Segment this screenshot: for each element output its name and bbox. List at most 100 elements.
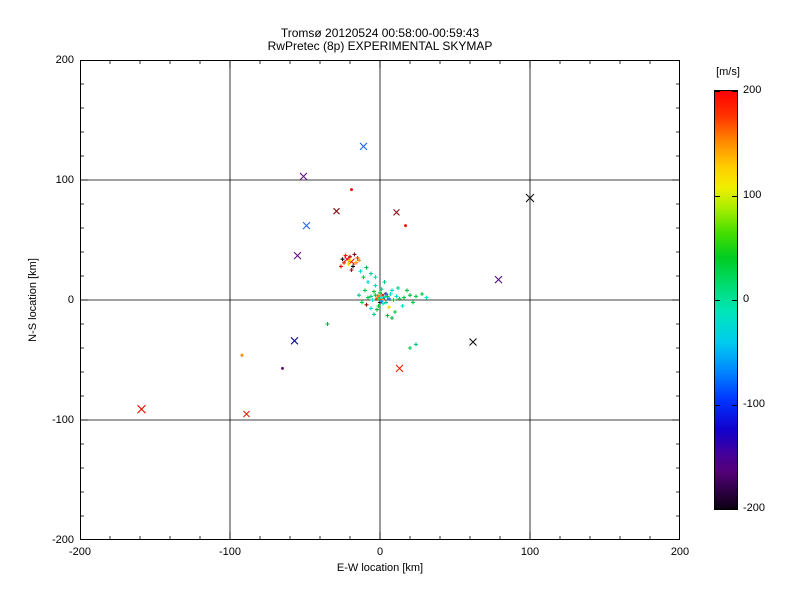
data-point: [387, 305, 391, 310]
plot-title: Tromsø 20120524 00:58:00-00:59:43: [280, 26, 480, 40]
data-point: [388, 292, 393, 296]
data-point: [299, 172, 308, 181]
data-point: [373, 275, 378, 280]
x-tick-label: 100: [520, 546, 540, 558]
data-point: [302, 221, 311, 230]
x-tick-label: -100: [218, 546, 242, 558]
data-point: [370, 298, 375, 302]
data-point: [240, 353, 244, 357]
colorbar-tick: [715, 91, 720, 92]
data-point: [350, 188, 353, 192]
colorbar-tick: [715, 404, 720, 406]
data-point: [357, 258, 361, 263]
y-tick-label: -100: [51, 414, 74, 426]
data-point: [394, 294, 399, 299]
colorbar-tick-label: -100: [743, 397, 766, 410]
colorbar-tick-label: 200: [743, 84, 762, 96]
data-point: [352, 252, 357, 257]
data-point: [373, 283, 378, 288]
data-point: [385, 294, 390, 299]
y-tick-label: 100: [55, 174, 74, 186]
data-point: [360, 300, 364, 305]
data-point: [363, 288, 367, 293]
data-point: [404, 224, 407, 228]
data-point: [395, 364, 404, 373]
data-point: [525, 193, 535, 203]
data-point: [343, 253, 348, 258]
data-point: [243, 410, 250, 418]
data-point: [390, 288, 394, 293]
plot-subtitle: RwPretec (8p) EXPERIMENTAL SKYMAP: [267, 39, 493, 53]
x-tick-labels: -200 -100 0 100 200: [69, 546, 689, 560]
colorbar-tick: [715, 300, 720, 301]
data-point: [137, 404, 146, 414]
data-point: [424, 295, 429, 300]
data-point: [358, 269, 363, 274]
data-point: [420, 292, 424, 296]
data-point: [369, 294, 373, 299]
data-point: [351, 264, 355, 269]
data-point: [361, 275, 366, 280]
data-point: [385, 313, 390, 318]
data-point: [354, 260, 358, 265]
colorbar-tick-label: -200: [743, 502, 766, 514]
colorbar-tick: [732, 508, 737, 509]
data-point: [366, 280, 370, 284]
data-point: [342, 260, 346, 265]
data-point: [376, 304, 381, 308]
colorbar: [714, 90, 738, 510]
data-point: [381, 301, 385, 306]
data-point: [340, 257, 345, 262]
data-point: [346, 262, 351, 266]
data-point: [293, 251, 302, 260]
plot-canvas: [80, 60, 680, 540]
data-point: [379, 287, 384, 292]
data-point: [387, 296, 391, 301]
data-point: [411, 300, 415, 305]
colorbar-tick-label: 0: [743, 293, 750, 305]
colorbar-label: [m/s]: [716, 66, 740, 78]
data-point: [402, 295, 406, 300]
data-point: [369, 271, 373, 276]
data-point: [408, 293, 412, 298]
data-point: [359, 142, 368, 151]
data-point: [378, 290, 382, 295]
y-tick-labels: -200 -100 0 100 200: [28, 54, 74, 546]
data-point: [382, 280, 387, 284]
data-point: [281, 366, 284, 370]
data-point: [408, 346, 412, 350]
data-point: [364, 302, 369, 307]
x-tick-label: 200: [670, 546, 690, 558]
plot-area: [80, 60, 680, 540]
data-point: [400, 304, 405, 308]
colorbar-tick: [732, 404, 737, 406]
x-tick-label: -200: [68, 546, 92, 558]
x-tick-label: 0: [376, 546, 384, 558]
colorbar-tick-label: 100: [743, 188, 762, 201]
data-point: [372, 312, 376, 317]
data-point: [375, 307, 379, 312]
data-point: [393, 209, 400, 216]
data-point: [373, 293, 378, 298]
colorbar-tick: [732, 91, 737, 92]
data-point: [391, 298, 396, 302]
data-point: [364, 265, 369, 270]
data-point: [384, 300, 388, 305]
data-point: [469, 338, 477, 346]
y-tick-label: 200: [55, 54, 74, 66]
colorbar-tick: [732, 195, 737, 197]
data-point: [377, 297, 380, 301]
data-point: [366, 295, 370, 300]
colorbar-tick: [715, 195, 720, 197]
y-tick-label: 0: [67, 294, 74, 306]
colorbar-tick: [732, 300, 737, 301]
data-point: [396, 286, 400, 290]
data-point: [290, 336, 299, 345]
data-point: [494, 275, 503, 284]
data-point: [380, 296, 383, 300]
data-point: [339, 264, 343, 269]
data-point: [414, 342, 418, 347]
data-point: [384, 292, 388, 296]
data-point: [357, 293, 361, 298]
